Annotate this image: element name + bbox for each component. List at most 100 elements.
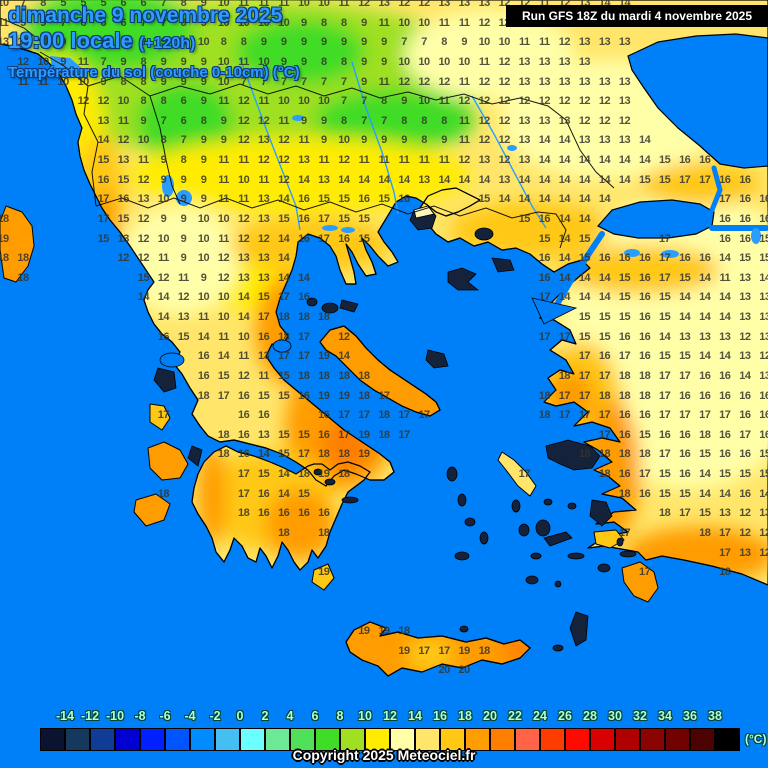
lake-prespa (176, 190, 192, 206)
scale-tick-label: 2 (261, 709, 269, 723)
zakynthos-island (133, 493, 171, 527)
sea-overlays (50, 33, 768, 368)
scale-tick-label: 4 (286, 709, 294, 723)
lesbos-island (545, 439, 601, 471)
forecast-offset: (+120h) (138, 35, 196, 52)
scale-swatch (140, 728, 165, 751)
scale-swatch (190, 728, 215, 751)
scale-swatch (490, 728, 515, 751)
scale-tick-label: 8 (336, 709, 344, 723)
scale-tick-label: 22 (508, 709, 522, 723)
pagasetic-gulf (272, 339, 292, 353)
scale-tick-label: 26 (558, 709, 572, 723)
scale-swatch (265, 728, 290, 751)
scale-tick-label: -6 (159, 709, 171, 723)
ikaria-island (543, 531, 573, 547)
scale-swatch (615, 728, 640, 751)
imbros-island (491, 257, 515, 273)
lake-skadar (50, 56, 84, 78)
scale-tick-label: 18 (458, 709, 472, 723)
scale-swatch (540, 728, 565, 751)
scale-tick-label: 24 (533, 709, 547, 723)
rivers (239, 57, 547, 231)
naxos-island (535, 519, 551, 537)
scale-tick-label: -8 (134, 709, 146, 723)
scale-tick-label: 14 (408, 709, 422, 723)
karpathos-island (569, 611, 589, 647)
bosphorus-strait (709, 165, 723, 213)
scale-unit-label: (°C) (745, 732, 767, 746)
scale-tick-label: -4 (184, 709, 196, 723)
lefkada-island (149, 403, 171, 431)
scale-swatch (240, 728, 265, 751)
vardar-river (239, 57, 301, 231)
scale-swatch (40, 728, 65, 751)
black-sea (627, 33, 768, 169)
scale-tick-label: 10 (358, 709, 372, 723)
santorini-island (525, 575, 539, 585)
struma-river (351, 61, 399, 215)
scale-swatch (65, 728, 90, 751)
andros-island (497, 451, 537, 497)
scale-tick-label: 28 (583, 709, 597, 723)
scale-swatch (565, 728, 590, 751)
copyright-notice: Copyright 2025 Meteociel.fr (292, 747, 476, 763)
run-info-text: Run GFS 18Z du mardi 4 novembre 2025 (521, 9, 753, 23)
scale-swatch (440, 728, 465, 751)
scale-swatch (290, 728, 315, 751)
scale-swatch (665, 728, 690, 751)
forecast-time: 19:00 locale (+120h) (8, 28, 195, 54)
scale-swatch (390, 728, 415, 751)
scale-swatch (715, 728, 740, 751)
rhodes-island (621, 561, 659, 603)
scale-tick-label: -12 (80, 709, 100, 723)
scale-tick-label: 12 (383, 709, 397, 723)
maritsa-river (471, 95, 547, 229)
scale-swatch (115, 728, 140, 751)
saros-gulf (531, 297, 578, 325)
scale-tick-label: 36 (683, 709, 697, 723)
samothrace-island (474, 227, 494, 241)
scale-swatch (690, 728, 715, 751)
kythira-island (311, 563, 335, 591)
scale-swatch (515, 728, 540, 751)
scale-tick-label: 20 (483, 709, 497, 723)
temperature-color-scale: (°C) -14 -12 -10 -8 -6 -4 -2 0 2 4 6 8 10 12 14 16 18 20 2… (0, 706, 768, 768)
scale-swatch (365, 728, 390, 751)
scale-swatch (315, 728, 340, 751)
scale-tick-label: 6 (311, 709, 319, 723)
corfu-island (0, 205, 35, 283)
scale-tick-label: -2 (209, 709, 221, 723)
country-borders (0, 17, 615, 249)
lakes (50, 56, 761, 258)
scale-swatch (415, 728, 440, 751)
run-info-box: Run GFS 18Z du mardi 4 novembre 2025 (506, 5, 768, 27)
sea-of-marmara (597, 199, 715, 239)
limnos-island (447, 267, 480, 291)
scale-swatch (340, 728, 365, 751)
kefalonia-island (147, 441, 189, 481)
scale-swatch (165, 728, 190, 751)
scale-swatch (590, 728, 615, 751)
skyros-island (425, 349, 449, 369)
scale-tick-label: 38 (708, 709, 722, 723)
scale-swatch (640, 728, 665, 751)
map-parameter-title: Température du sol (couche 0-10cm) (°C) (8, 64, 300, 81)
chios-island (589, 499, 613, 527)
scale-tick-label: -10 (105, 709, 125, 723)
forecast-time-local: 19:00 locale (8, 28, 133, 53)
ambracian-gulf (159, 352, 185, 368)
scale-swatch (465, 728, 490, 751)
scale-swatch (215, 728, 240, 751)
scale-tick-label: 0 (236, 709, 244, 723)
forecast-date: dimanche 9 novembre 2025 (8, 4, 283, 27)
scale-tick-label: 30 (608, 709, 622, 723)
scale-tick-label: 16 (433, 709, 447, 723)
colored-islands (0, 205, 659, 603)
scale-tick-label: 32 (633, 709, 647, 723)
scale-tick-label: -14 (55, 709, 75, 723)
scale-swatch (90, 728, 115, 751)
scale-tick-label: 34 (658, 709, 672, 723)
